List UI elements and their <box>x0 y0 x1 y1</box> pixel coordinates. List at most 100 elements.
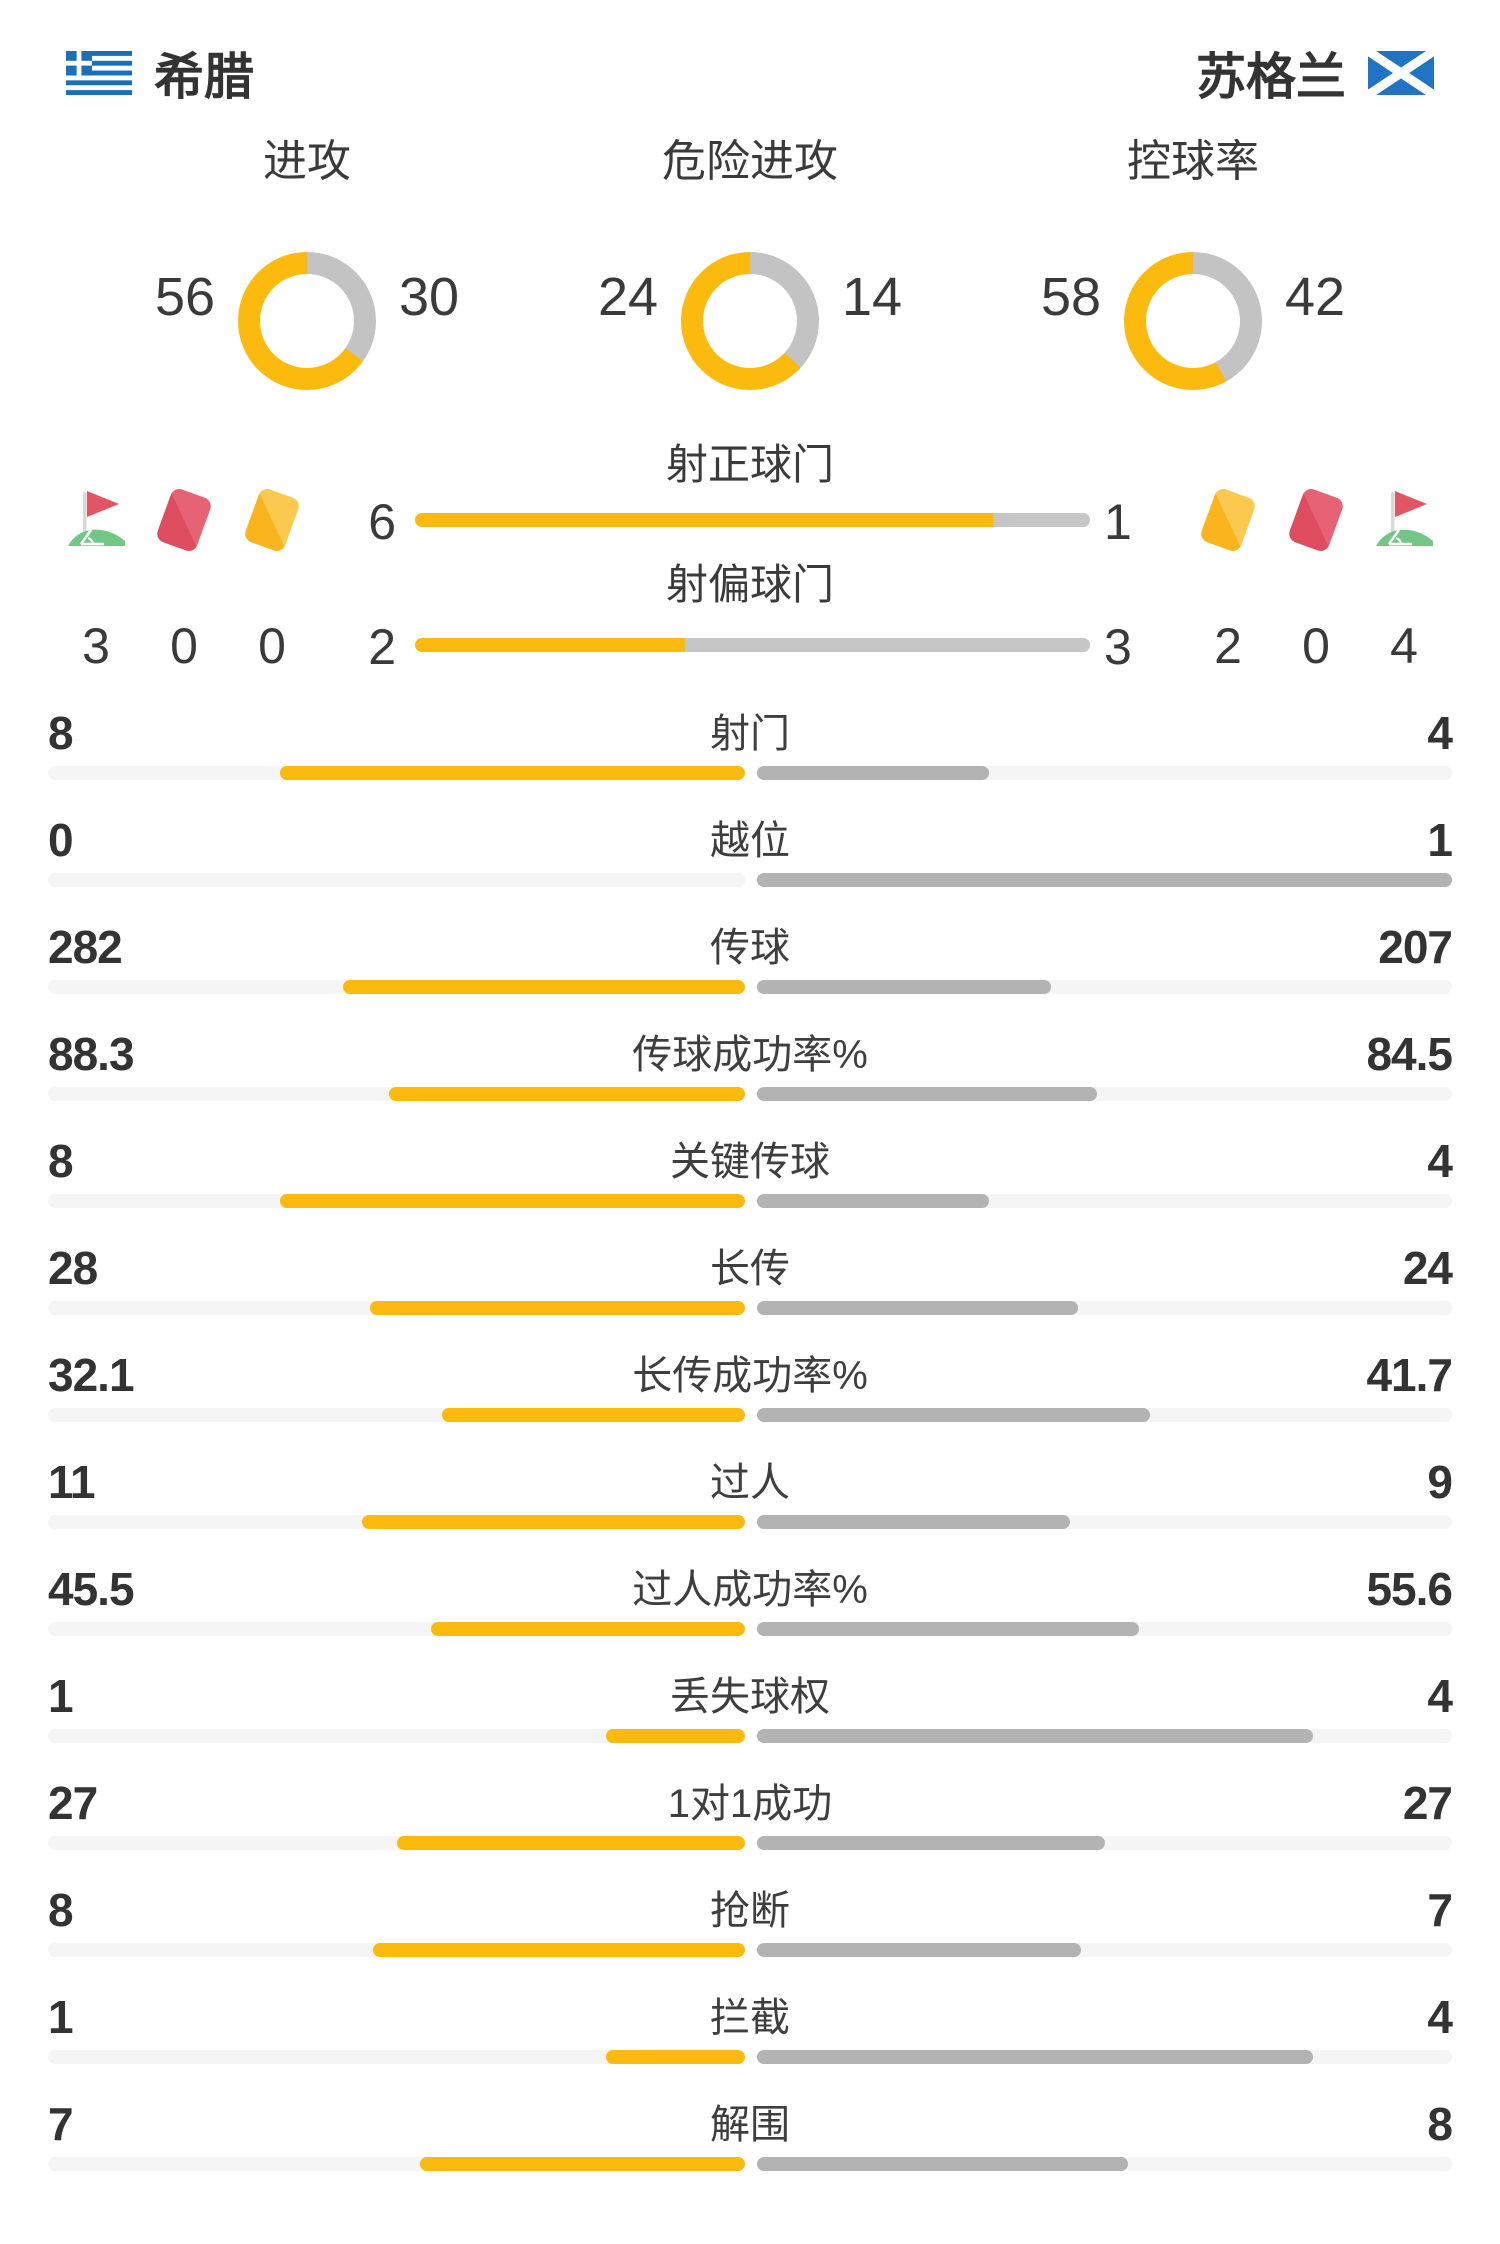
away-bar-track <box>757 1515 1452 1529</box>
stat-away-value: 4 <box>1427 1991 1453 2043</box>
stat-label: 解围 <box>710 2103 790 2147</box>
corner-flag-icon <box>1372 488 1436 552</box>
donut-away-value: 30 <box>398 267 460 327</box>
stat-label: 越位 <box>710 819 790 863</box>
donut-home-value: 56 <box>154 267 216 327</box>
stat-away-value: 4 <box>1427 707 1453 759</box>
donut-ring <box>238 252 376 390</box>
donut-chart-possession: 控球率 58 42 <box>983 136 1403 416</box>
yellow-card-count: 2 <box>1214 618 1242 674</box>
stat-row: 8 抢断 7 <box>0 1867 1500 1974</box>
stat-home-value: 27 <box>48 1777 98 1829</box>
scotland-flag-icon <box>1368 51 1434 95</box>
stat-label: 传球成功率% <box>632 1033 868 1077</box>
home-bar-track <box>48 1836 745 1850</box>
stat-home-value: 32.1 <box>48 1349 135 1401</box>
away-bar-fill <box>757 1943 1082 1957</box>
stat-label: 长传 <box>710 1247 790 1291</box>
red-card-count: 0 <box>170 618 198 674</box>
stat-row: 8 射门 4 <box>0 690 1500 797</box>
home-bar-fill <box>373 1943 745 1957</box>
away-bar-track <box>757 873 1452 887</box>
stat-label: 丢失球权 <box>670 1675 830 1719</box>
stat-away-value: 207 <box>1378 921 1453 973</box>
stat-home-value: 8 <box>48 707 74 759</box>
away-bar-track <box>757 1729 1452 1743</box>
stat-home-value: 45.5 <box>48 1563 135 1615</box>
stat-away-value: 9 <box>1427 1456 1453 1508</box>
home-bar-fill <box>369 1301 745 1315</box>
away-bar-fill <box>757 980 1052 994</box>
shot-comparison-bar <box>415 513 1090 527</box>
donut-label: 控球率 <box>1127 137 1259 186</box>
away-bar-track <box>757 1087 1452 1101</box>
stat-away-value: 84.5 <box>1366 1028 1453 1080</box>
donut-away-value: 14 <box>841 267 903 327</box>
away-bar-fill <box>757 1408 1150 1422</box>
stat-row: 0 越位 1 <box>0 797 1500 904</box>
stat-home-value: 1 <box>48 1670 74 1722</box>
away-bar-fill <box>757 1622 1140 1636</box>
stat-label: 长传成功率% <box>632 1354 868 1398</box>
away-bar-fill <box>757 766 989 780</box>
away-bar-fill <box>757 873 1452 887</box>
away-bar-track <box>757 766 1452 780</box>
home-bar-fill <box>419 2157 745 2171</box>
donut-chart-dangerous-attacks: 危险进攻 24 14 <box>540 136 960 416</box>
shot-comparison-bar <box>415 638 1090 652</box>
stat-label: 抢断 <box>710 1889 790 1933</box>
donut-ring <box>681 252 819 390</box>
stat-away-value: 24 <box>1402 1242 1453 1294</box>
stat-label: 射门 <box>710 712 790 756</box>
away-bar-track <box>757 1301 1452 1315</box>
home-bar-track <box>48 873 745 887</box>
stat-away-value: 1 <box>1427 814 1453 866</box>
home-bar-track <box>48 980 745 994</box>
home-bar-track <box>48 766 745 780</box>
donut-home-value: 58 <box>1040 267 1102 327</box>
home-discipline-counts: 3 0 0 <box>64 616 304 676</box>
stat-away-value: 41.7 <box>1366 1349 1453 1401</box>
stat-away-value: 27 <box>1402 1777 1453 1829</box>
away-bar-track <box>757 1194 1452 1208</box>
home-bar-track <box>48 1087 745 1101</box>
stat-row: 88.3 传球成功率% 84.5 <box>0 1011 1500 1118</box>
stat-row: 282 传球 207 <box>0 904 1500 1011</box>
stat-away-value: 8 <box>1427 2098 1453 2150</box>
stat-home-value: 8 <box>48 1135 74 1187</box>
home-bar-track <box>48 1408 745 1422</box>
home-bar-fill <box>605 1729 745 1743</box>
stat-label: 1对1成功 <box>667 1782 833 1826</box>
home-bar-track <box>48 1943 745 1957</box>
home-bar-track <box>48 1194 745 1208</box>
home-bar-track <box>48 1729 745 1743</box>
home-bar-fill <box>280 1194 745 1208</box>
away-bar-track <box>757 2157 1452 2171</box>
away-discipline-icons <box>1196 486 1436 554</box>
stat-home-value: 88.3 <box>48 1028 135 1080</box>
yellow-card-count: 0 <box>258 618 286 674</box>
home-bar-fill <box>280 766 745 780</box>
donut-ring <box>1124 252 1262 390</box>
home-bar-track <box>48 1301 745 1315</box>
home-bar-fill <box>441 1408 745 1422</box>
donut-chart-attacks: 进攻 56 30 <box>97 136 517 416</box>
away-bar-fill <box>757 1836 1105 1850</box>
away-bar-track <box>757 1408 1452 1422</box>
greece-flag-icon <box>66 51 132 95</box>
yellow-card-icon <box>1196 486 1260 554</box>
away-bar-track <box>757 1836 1452 1850</box>
home-bar-fill <box>361 1515 745 1529</box>
home-team-name: 希腊 <box>154 49 254 105</box>
stat-home-value: 7 <box>48 2098 74 2150</box>
stat-label: 过人 <box>710 1461 790 1505</box>
stat-row: 32.1 长传成功率% 41.7 <box>0 1332 1500 1439</box>
stat-row: 11 过人 9 <box>0 1439 1500 1546</box>
home-bar-fill <box>388 1087 745 1101</box>
stat-away-value: 4 <box>1427 1135 1453 1187</box>
corner-flag-count: 4 <box>1390 618 1418 674</box>
stat-label: 拦截 <box>710 1996 790 2040</box>
corner-flag-icon <box>64 488 128 552</box>
stat-home-value: 28 <box>48 1242 98 1294</box>
away-bar-fill <box>757 1515 1070 1529</box>
